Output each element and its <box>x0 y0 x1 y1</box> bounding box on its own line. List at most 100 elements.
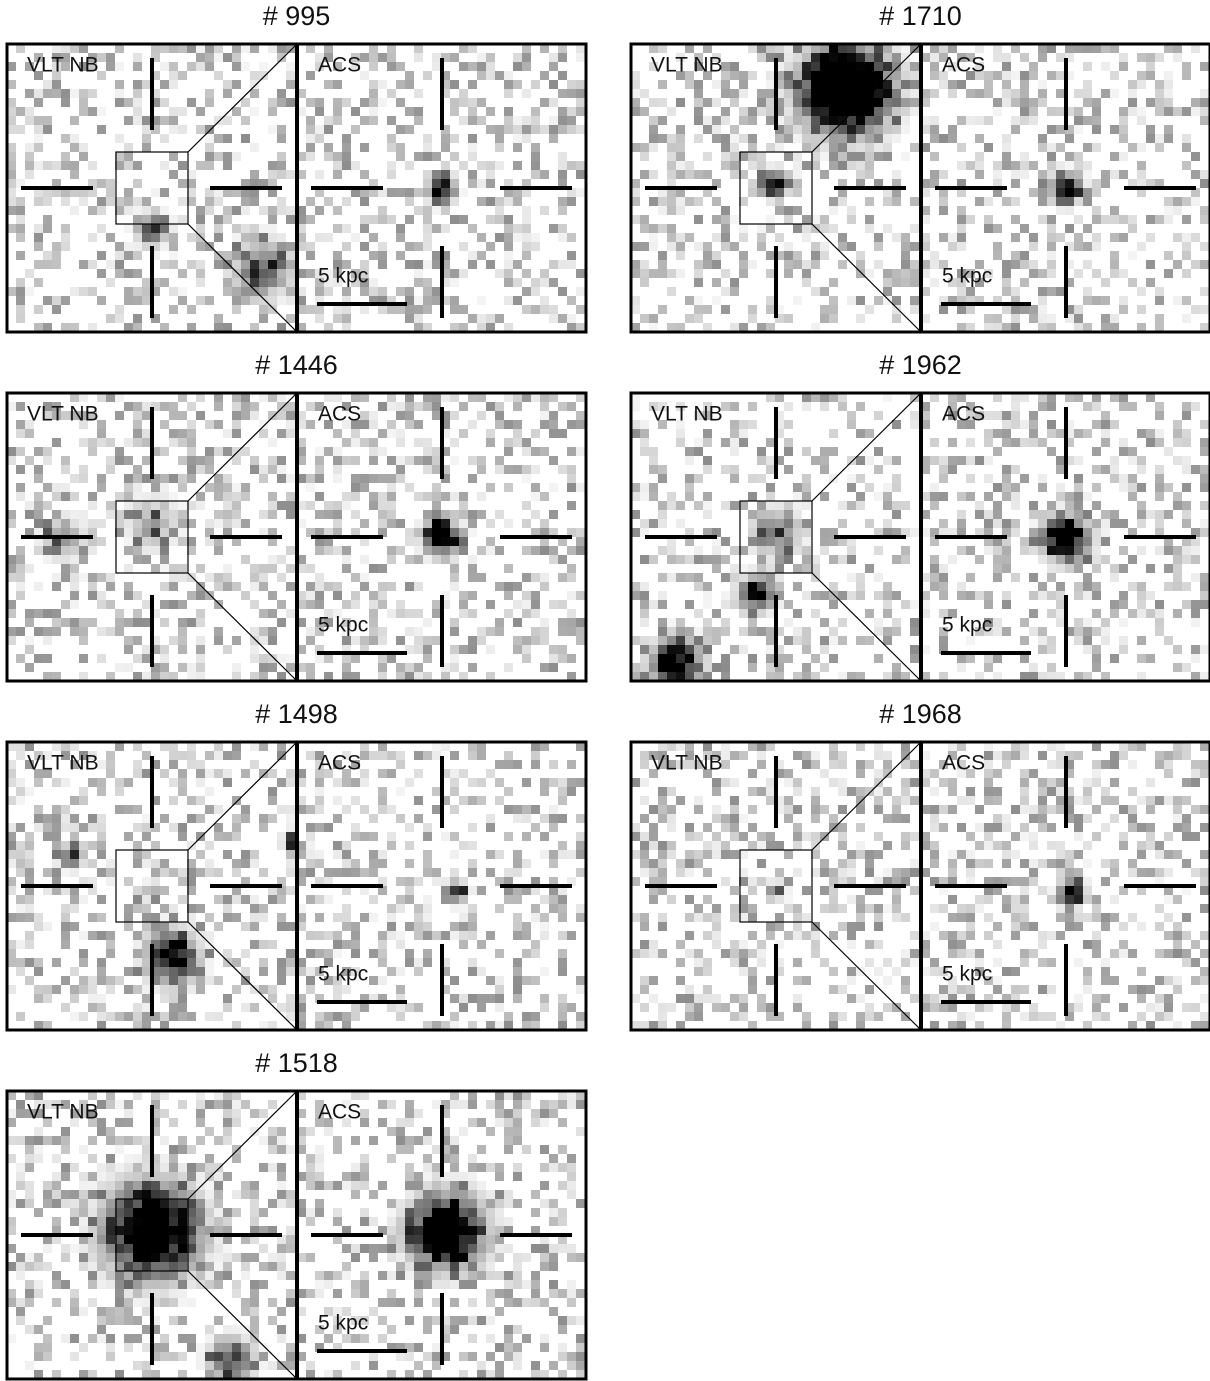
pixel <box>504 233 513 242</box>
pixel <box>414 269 423 278</box>
pixel <box>939 573 948 582</box>
pixel <box>1020 161 1029 170</box>
pixel <box>495 206 504 215</box>
pixel <box>214 582 223 591</box>
pixel <box>414 931 423 940</box>
pixel <box>901 98 910 107</box>
pixel <box>1083 627 1092 636</box>
pixel <box>286 206 295 215</box>
pixel <box>829 314 838 323</box>
pixel <box>838 89 847 98</box>
pixel <box>1074 116 1083 125</box>
pixel <box>658 510 667 519</box>
pixel <box>477 886 486 895</box>
pixel <box>468 80 477 89</box>
pixel <box>151 823 160 832</box>
pixel <box>1200 260 1209 269</box>
pixel <box>223 582 232 591</box>
pixel <box>169 501 178 510</box>
pixel <box>1164 537 1173 546</box>
pixel <box>441 465 450 474</box>
pixel <box>369 188 378 197</box>
pixel <box>79 618 88 627</box>
pixel <box>277 474 286 483</box>
pixel <box>1065 242 1074 251</box>
pixel <box>649 456 658 465</box>
pixel <box>133 206 142 215</box>
pixel <box>793 152 802 161</box>
pixel <box>1002 537 1011 546</box>
pixel <box>315 931 324 940</box>
pixel <box>540 269 549 278</box>
pixel <box>1128 555 1137 564</box>
pixel <box>975 296 984 305</box>
pixel <box>486 161 495 170</box>
pixel <box>1155 107 1164 116</box>
pixel <box>187 501 196 510</box>
pixel <box>178 296 187 305</box>
pixel <box>25 62 34 71</box>
pixel <box>214 260 223 269</box>
pixel <box>133 224 142 233</box>
pixel <box>865 44 874 53</box>
pixel <box>187 904 196 913</box>
pixel <box>820 591 829 600</box>
pixel <box>459 188 468 197</box>
pixel <box>133 215 142 224</box>
pixel <box>223 278 232 287</box>
pixel <box>739 269 748 278</box>
pixel <box>784 107 793 116</box>
pixel <box>721 107 730 116</box>
pixel <box>133 519 142 528</box>
pixel <box>88 501 97 510</box>
pixel <box>70 591 79 600</box>
pixel <box>838 242 847 251</box>
pixel <box>223 519 232 528</box>
pixel <box>957 215 966 224</box>
pixel <box>187 1012 196 1021</box>
pixel <box>324 510 333 519</box>
pixel <box>268 510 277 519</box>
pixel <box>441 143 450 152</box>
pixel <box>7 107 16 116</box>
pixel <box>351 778 360 787</box>
pixel <box>1056 179 1065 188</box>
pixel <box>115 456 124 465</box>
pixel <box>495 125 504 134</box>
pixel <box>495 949 504 958</box>
pixel <box>351 429 360 438</box>
pixel <box>25 420 34 429</box>
pixel <box>286 314 295 323</box>
pixel <box>151 215 160 224</box>
pixel <box>306 805 315 814</box>
pixel <box>576 814 585 823</box>
pixel <box>513 636 522 645</box>
pixel <box>802 645 811 654</box>
pixel <box>1146 438 1155 447</box>
pixel <box>504 663 513 672</box>
pixel <box>504 125 513 134</box>
pixel <box>504 787 513 796</box>
pixel <box>351 483 360 492</box>
pixel <box>187 420 196 429</box>
pixel <box>1065 152 1074 161</box>
pixel <box>930 170 939 179</box>
pixel <box>495 215 504 224</box>
pixel <box>1110 260 1119 269</box>
pixel <box>250 143 259 152</box>
pixel <box>133 62 142 71</box>
pixel <box>133 411 142 420</box>
pixel <box>504 438 513 447</box>
pixel <box>342 555 351 564</box>
pixel <box>784 636 793 645</box>
pixel <box>910 197 919 206</box>
pixel <box>142 296 151 305</box>
pixel <box>1038 134 1047 143</box>
pixel <box>847 474 856 483</box>
pixel <box>223 949 232 958</box>
pixel <box>667 663 676 672</box>
pixel <box>169 152 178 161</box>
pixel <box>432 805 441 814</box>
pixel <box>52 53 61 62</box>
